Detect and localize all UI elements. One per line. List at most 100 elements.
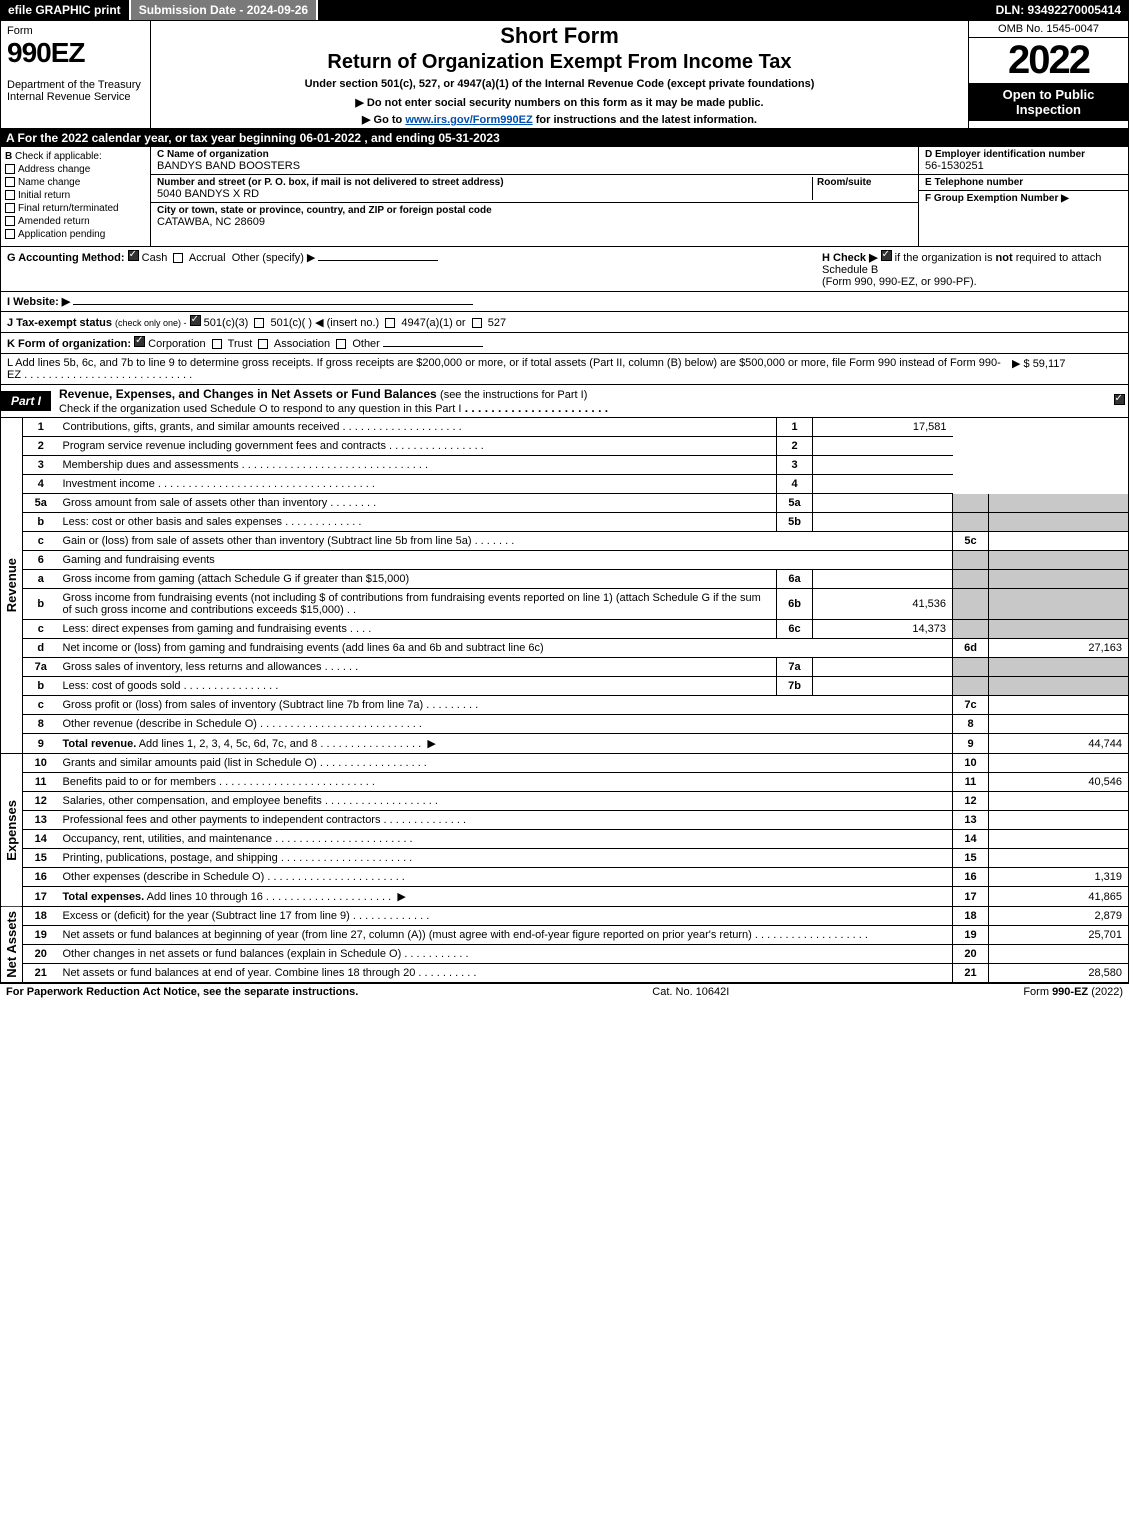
street-value: 5040 BANDYS X RD <box>157 188 812 200</box>
line-rnum: 18 <box>953 907 989 926</box>
ein-label: D Employer identification number <box>925 149 1122 160</box>
line-num: 14 <box>23 830 59 849</box>
irs-link[interactable]: www.irs.gov/Form990EZ <box>405 114 532 126</box>
chk-application-pending[interactable]: Application pending <box>5 229 146 240</box>
efile-label[interactable]: efile GRAPHIC print <box>0 0 131 20</box>
k-other: Other <box>352 338 380 350</box>
grey-cell <box>989 658 1129 677</box>
line-rnum: 21 <box>953 964 989 983</box>
h-pre: H Check ▶ <box>822 252 881 264</box>
header-left: Form 990EZ Department of the Treasury In… <box>1 21 151 128</box>
website-input-line[interactable] <box>73 304 473 305</box>
grey-cell <box>989 677 1129 696</box>
sub-amt <box>813 513 953 532</box>
part-i-checkbox[interactable] <box>1110 394 1128 408</box>
line-rnum: 9 <box>953 734 989 754</box>
line-3: 3Membership dues and assessments . . . .… <box>23 456 1129 475</box>
row-k: K Form of organization: Corporation Trus… <box>0 333 1129 354</box>
j-527: 527 <box>488 317 506 329</box>
line-rnum: 6d <box>953 639 989 658</box>
part-i-title-text: Revenue, Expenses, and Changes in Net As… <box>59 387 437 401</box>
expenses-table: 10Grants and similar amounts paid (list … <box>22 754 1129 907</box>
checkbox-checked-icon <box>128 250 139 261</box>
checkbox-icon <box>5 177 15 187</box>
line-num: 1 <box>23 418 59 437</box>
dept-line2: Internal Revenue Service <box>7 91 144 103</box>
sub-label: 6a <box>777 570 813 589</box>
line-6c: cLess: direct expenses from gaming and f… <box>23 620 1129 639</box>
chk-initial-return[interactable]: Initial return <box>5 190 146 201</box>
line-amt: 27,163 <box>989 639 1129 658</box>
line-text: Gross income from fundraising events (no… <box>63 592 761 616</box>
omb-number: OMB No. 1545-0047 <box>969 21 1128 38</box>
line-amt <box>989 830 1129 849</box>
dept-line1: Department of the Treasury <box>7 79 144 91</box>
chk-final-return[interactable]: Final return/terminated <box>5 203 146 214</box>
line-num: 15 <box>23 849 59 868</box>
chk-label: Amended return <box>18 216 90 227</box>
k-other-line[interactable] <box>383 346 483 347</box>
line-4: 4Investment income . . . . . . . . . . .… <box>23 475 1129 494</box>
line-amt: 2,879 <box>989 907 1129 926</box>
line-16: 16Other expenses (describe in Schedule O… <box>23 868 1129 887</box>
line-7a: 7aGross sales of inventory, less returns… <box>23 658 1129 677</box>
line-11: 11Benefits paid to or for members . . . … <box>23 773 1129 792</box>
line-num: b <box>23 677 59 696</box>
h-not: not <box>996 252 1013 264</box>
revenue-side-label: Revenue <box>0 418 22 754</box>
city-value: CATAWBA, NC 28609 <box>157 216 912 228</box>
line-rnum: 5c <box>953 532 989 551</box>
checkbox-icon <box>258 339 268 349</box>
line-text: Gain or (loss) from sale of assets other… <box>63 535 472 547</box>
website-label: I Website: ▶ <box>7 296 70 308</box>
line-num: 16 <box>23 868 59 887</box>
line-text: Contributions, gifts, grants, and simila… <box>63 421 340 433</box>
checkbox-checked-icon <box>1114 394 1125 405</box>
line-num: 4 <box>23 475 59 494</box>
chk-name-change[interactable]: Name change <box>5 177 146 188</box>
org-name-label: C Name of organization <box>157 149 912 160</box>
checkbox-icon <box>336 339 346 349</box>
k-trust: Trust <box>228 338 253 350</box>
line-amt <box>989 715 1129 734</box>
line-amt <box>989 696 1129 715</box>
form-word: Form <box>7 25 144 37</box>
line-num: 18 <box>23 907 59 926</box>
line-num: 6 <box>23 551 59 570</box>
revenue-table: 1 Contributions, gifts, grants, and simil… <box>22 418 1129 754</box>
line-num: 3 <box>23 456 59 475</box>
grey-cell <box>989 620 1129 639</box>
line-6d: dNet income or (loss) from gaming and fu… <box>23 639 1129 658</box>
line-12: 12Salaries, other compensation, and empl… <box>23 792 1129 811</box>
line-5c: cGain or (loss) from sale of assets othe… <box>23 532 1129 551</box>
line-rnum: 4 <box>777 475 813 494</box>
line-amt <box>989 532 1129 551</box>
chk-address-change[interactable]: Address change <box>5 164 146 175</box>
catalog-number: Cat. No. 10642I <box>652 986 729 998</box>
sub-amt <box>813 677 953 696</box>
line-2: 2Program service revenue including gover… <box>23 437 1129 456</box>
line-6a: aGross income from gaming (attach Schedu… <box>23 570 1129 589</box>
line-rnum: 3 <box>777 456 813 475</box>
line-num: 8 <box>23 715 59 734</box>
line-num: 20 <box>23 945 59 964</box>
line-rnum: 19 <box>953 926 989 945</box>
tax-year: 2022 <box>969 38 1128 83</box>
line-6b: bGross income from fundraising events (n… <box>23 589 1129 620</box>
form-header: Form 990EZ Department of the Treasury In… <box>0 20 1129 129</box>
open-to-public: Open to Public Inspection <box>969 83 1128 121</box>
grey-cell <box>953 551 989 570</box>
sub-label: 7b <box>777 677 813 696</box>
arrow-icon: ▶ <box>427 738 435 750</box>
row-j: J Tax-exempt status (check only one) - 5… <box>0 312 1129 333</box>
submission-date: Submission Date - 2024-09-26 <box>131 0 318 20</box>
chk-amended-return[interactable]: Amended return <box>5 216 146 227</box>
line-text: Less: cost of goods sold <box>63 680 181 692</box>
box-b-text: Check if applicable: <box>15 151 102 162</box>
line-rnum: 14 <box>953 830 989 849</box>
line-num: 10 <box>23 754 59 773</box>
total-expenses-label: Total expenses. <box>63 891 145 903</box>
line-18: 18Excess or (deficit) for the year (Subt… <box>23 907 1129 926</box>
other-input-line[interactable] <box>318 260 438 261</box>
line-text: Net assets or fund balances at end of ye… <box>63 967 416 979</box>
